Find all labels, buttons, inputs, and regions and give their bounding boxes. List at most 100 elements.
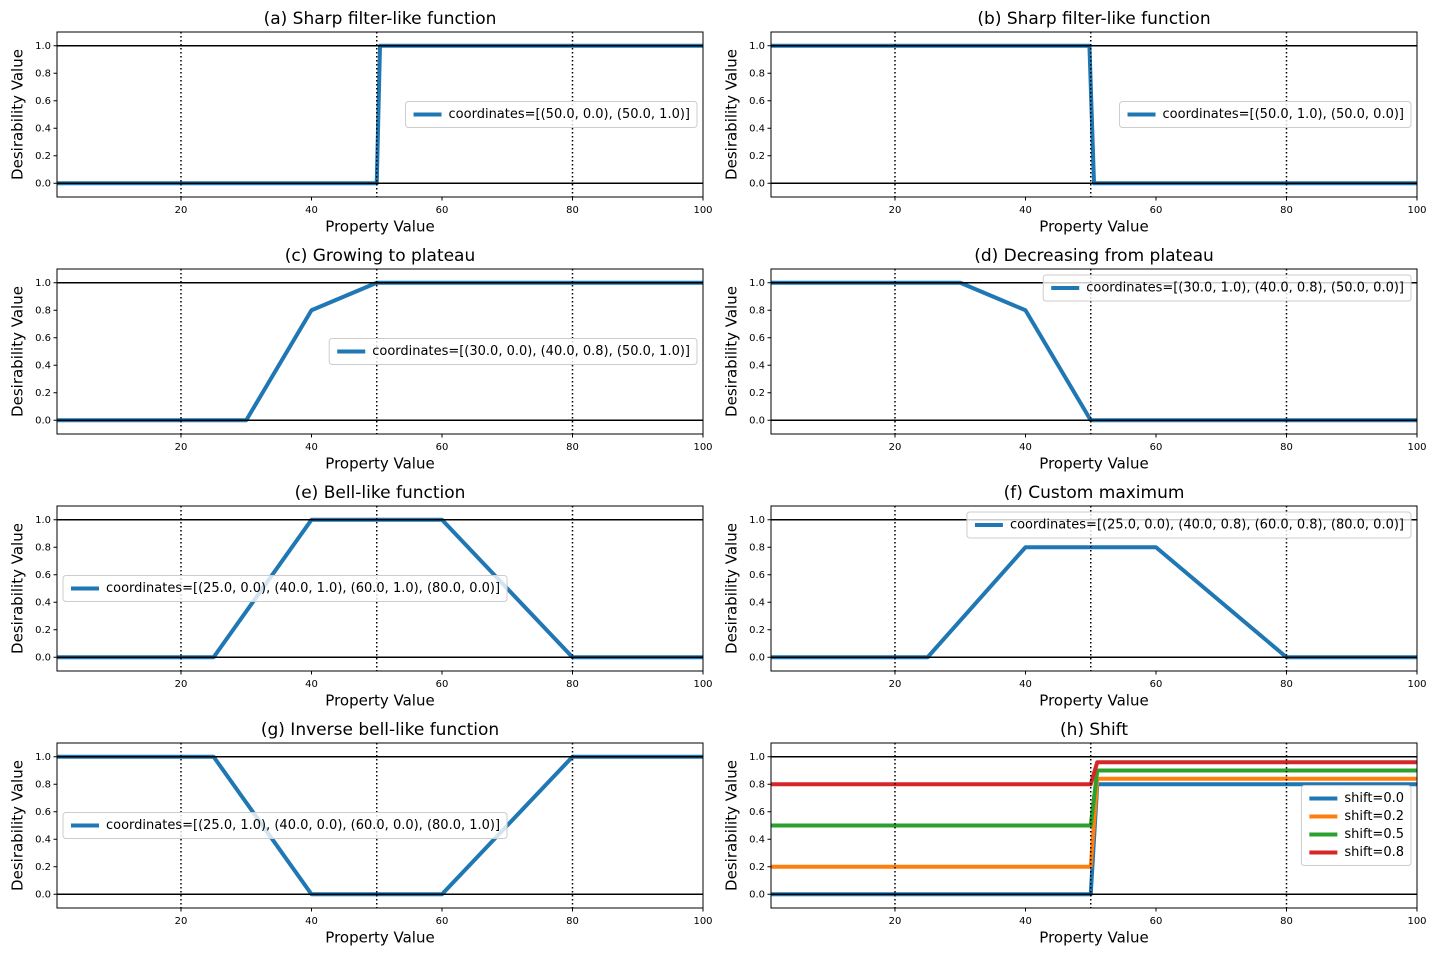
y-tick-label: 0.8 <box>749 68 765 79</box>
x-tick-label: 20 <box>175 442 188 453</box>
plot-area <box>771 743 1417 908</box>
y-tick-label: 0.6 <box>749 333 765 344</box>
legend-label: coordinates=[(25.0, 0.0), (40.0, 0.8), (… <box>1010 518 1404 533</box>
legend-box <box>62 575 508 602</box>
legend: coordinates=[(25.0, 1.0), (40.0, 0.0), (… <box>62 812 508 839</box>
x-tick-label: 40 <box>1019 916 1032 927</box>
x-axis-label: Property Value <box>325 929 434 947</box>
y-tick-label: 1.0 <box>35 41 51 52</box>
subplot: (h) Shift Property Value Desirability Valu… <box>723 720 1427 947</box>
x-tick-label: 20 <box>175 205 188 216</box>
y-axis-label: Desirability Value <box>9 523 27 654</box>
subplot-title: (e) Bell-like function <box>295 483 466 503</box>
axes-frame <box>770 31 1418 198</box>
legend-label: coordinates=[(50.0, 1.0), (50.0, 0.0)] <box>1163 107 1404 122</box>
series-line <box>771 768 1417 828</box>
y-tick-label: 0.4 <box>749 597 765 608</box>
axes-frame <box>56 505 704 672</box>
legend-label: shift=0.5 <box>1344 827 1404 842</box>
y-tick-label: 0.4 <box>749 834 765 845</box>
subplot: (d) Decreasing from plateau Property Valu… <box>723 246 1427 473</box>
y-axis-label: Desirability Value <box>723 523 741 654</box>
y-tick-label: 0.0 <box>35 178 51 189</box>
x-tick-label: 20 <box>175 916 188 927</box>
x-tick-label: 40 <box>1019 442 1032 453</box>
subplot-title: (f) Custom maximum <box>1004 483 1185 503</box>
y-tick-label: 0.2 <box>35 151 51 162</box>
axes-frame <box>770 505 1418 672</box>
x-tick-label: 80 <box>1280 916 1293 927</box>
legend-label: coordinates=[(30.0, 1.0), (40.0, 0.8), (… <box>1086 281 1404 296</box>
subplot-title: (a) Sharp filter-like function <box>264 9 497 29</box>
x-tick-label: 60 <box>436 205 449 216</box>
y-tick-label: 0.8 <box>749 779 765 790</box>
y-tick-label: 0.6 <box>35 96 51 107</box>
x-tick-label: 80 <box>566 205 579 216</box>
axes-frame <box>56 268 704 435</box>
x-tick-label: 60 <box>436 916 449 927</box>
x-tick-label: 60 <box>1150 679 1163 690</box>
y-axis-label: Desirability Value <box>723 286 741 417</box>
plot-area <box>57 506 703 671</box>
legend-label: shift=0.2 <box>1344 809 1404 824</box>
series-line <box>771 776 1417 869</box>
x-tick-label: 100 <box>693 205 712 216</box>
y-axis-label: Desirability Value <box>9 49 27 180</box>
y-tick-label: 0.4 <box>35 834 51 845</box>
y-tick-label: 0.6 <box>749 807 765 818</box>
y-tick-label: 0.4 <box>35 597 51 608</box>
x-tick-label: 60 <box>436 679 449 690</box>
x-tick-label: 80 <box>566 916 579 927</box>
legend: coordinates=[(50.0, 1.0), (50.0, 0.0)] <box>1119 101 1412 128</box>
x-tick-label: 40 <box>305 205 318 216</box>
y-tick-label: 0.6 <box>35 570 51 581</box>
y-tick-label: 1.0 <box>749 515 765 526</box>
legend: shift=0.0 shift=0.2 shift=0.5 shift=0.8 <box>1300 785 1412 866</box>
x-tick-label: 40 <box>1019 679 1032 690</box>
y-tick-label: 1.0 <box>35 752 51 763</box>
legend-box <box>62 812 508 839</box>
legend: coordinates=[(25.0, 0.0), (40.0, 1.0), (… <box>62 575 508 602</box>
y-tick-label: 0.0 <box>749 415 765 426</box>
x-tick-label: 20 <box>889 442 902 453</box>
legend-label: coordinates=[(25.0, 0.0), (40.0, 1.0), (… <box>106 581 500 596</box>
y-tick-label: 0.0 <box>749 652 765 663</box>
x-tick-label: 40 <box>1019 205 1032 216</box>
x-tick-label: 60 <box>1150 916 1163 927</box>
y-tick-label: 0.4 <box>35 360 51 371</box>
legend-box <box>966 511 1412 539</box>
x-tick-label: 20 <box>889 679 902 690</box>
x-axis-label: Property Value <box>1039 218 1148 236</box>
x-axis-label: Property Value <box>325 455 434 473</box>
x-tick-label: 100 <box>693 442 712 453</box>
x-tick-label: 40 <box>305 679 318 690</box>
x-tick-label: 100 <box>1407 205 1426 216</box>
x-axis-label: Property Value <box>1039 929 1148 947</box>
x-tick-label: 20 <box>175 679 188 690</box>
y-tick-label: 0.6 <box>749 96 765 107</box>
y-tick-label: 1.0 <box>749 41 765 52</box>
y-tick-label: 0.6 <box>35 807 51 818</box>
y-tick-label: 0.8 <box>749 542 765 553</box>
x-tick-label: 100 <box>693 916 712 927</box>
x-tick-label: 80 <box>566 679 579 690</box>
legend-label: coordinates=[(50.0, 0.0), (50.0, 1.0)] <box>449 107 690 122</box>
y-tick-label: 0.2 <box>749 862 765 873</box>
axes-frame <box>56 31 704 198</box>
legend-label: shift=0.8 <box>1344 845 1404 860</box>
y-tick-label: 0.2 <box>35 862 51 873</box>
x-tick-label: 80 <box>1280 679 1293 690</box>
y-tick-label: 0.0 <box>35 889 51 900</box>
y-tick-label: 0.0 <box>35 652 51 663</box>
series-line <box>771 760 1417 787</box>
y-axis-label: Desirability Value <box>9 286 27 417</box>
x-tick-label: 20 <box>889 916 902 927</box>
y-tick-label: 0.8 <box>35 68 51 79</box>
plot-area <box>771 32 1417 197</box>
plot-area <box>57 743 703 908</box>
x-tick-label: 40 <box>305 442 318 453</box>
y-tick-label: 0.4 <box>749 360 765 371</box>
legend-box <box>328 338 698 365</box>
y-tick-label: 0.8 <box>35 305 51 316</box>
